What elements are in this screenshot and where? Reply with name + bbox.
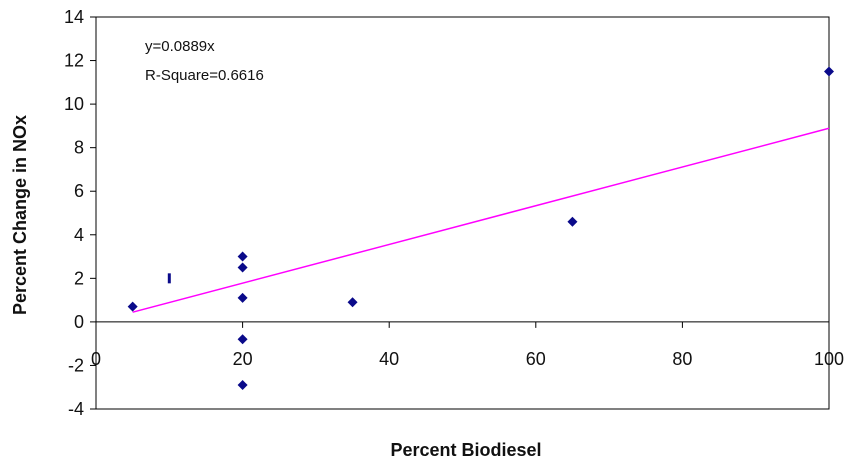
y-tick-label: 8 [74, 138, 84, 158]
y-tick-label: 10 [64, 94, 84, 114]
y-tick-label: -2 [68, 355, 84, 375]
data-point [347, 297, 358, 308]
x-axis-title: Percent Biodiesel [390, 440, 541, 460]
y-tick-label: 12 [64, 51, 84, 71]
y-tick-label: -4 [68, 399, 84, 419]
y-axis-ticks: -4 -2 0 2 4 6 8 10 12 14 [64, 7, 96, 419]
data-point [237, 292, 248, 303]
plot-area-frame [95, 16, 830, 410]
r-square-annotation: R-Square=0.6616 [145, 67, 264, 84]
y-tick-label: 2 [74, 268, 84, 288]
y-tick-label: 14 [64, 7, 84, 27]
data-point [824, 66, 834, 77]
y-tick-label: 4 [74, 225, 84, 245]
y-tick-label: 0 [74, 312, 84, 332]
y-axis-title: Percent Change in NOx [10, 115, 30, 315]
data-point [167, 273, 171, 284]
data-points [127, 66, 834, 391]
trendline [132, 127, 830, 313]
x-axis-ticks: 0 20 40 60 80 100 [91, 321, 844, 369]
x-tick-label: 60 [526, 349, 546, 369]
data-point [237, 334, 248, 345]
data-point [237, 262, 248, 273]
data-point [237, 380, 248, 391]
x-tick-label: 20 [233, 349, 253, 369]
x-tick-label: 80 [672, 349, 692, 369]
x-tick-label: 40 [379, 349, 399, 369]
y-tick-label: 6 [74, 181, 84, 201]
equation-annotation: y=0.0889x [145, 38, 215, 55]
data-point [567, 216, 578, 227]
data-point [237, 251, 248, 262]
data-point [127, 301, 138, 312]
